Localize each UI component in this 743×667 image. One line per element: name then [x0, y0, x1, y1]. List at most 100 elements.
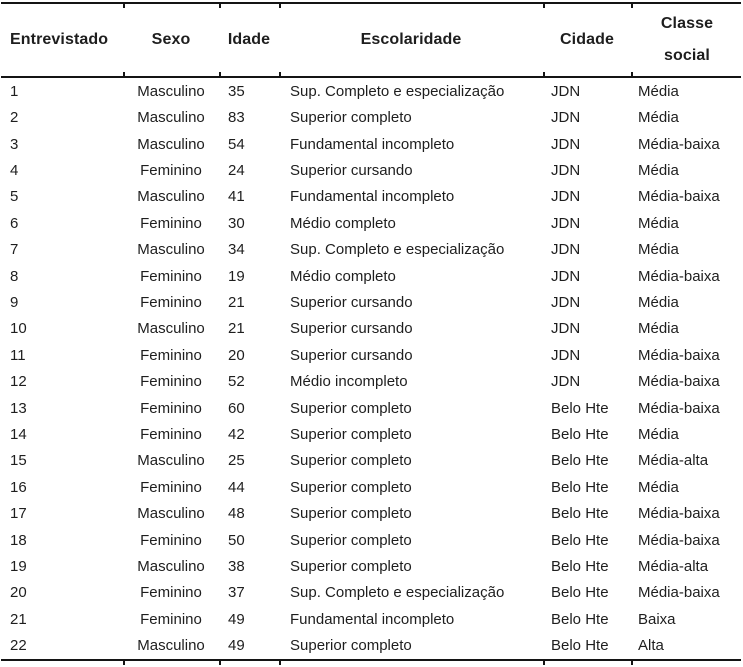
table-row: 8 Feminino 19 Médio completo JDN Média-baixa [0, 263, 743, 289]
cell-idade: 41 [228, 188, 245, 206]
cell-classe_social: Alta [638, 637, 664, 655]
cell-entrevistado: 18 [10, 531, 27, 549]
cell-sexo: Feminino [140, 161, 202, 179]
header-separator-line [1, 76, 741, 78]
cell-entrevistado: 20 [10, 584, 27, 602]
cell-cidade: JDN [551, 320, 581, 338]
cell-entrevistado: 10 [10, 320, 27, 338]
cell-cidade: Belo Hte [551, 637, 609, 655]
table-row: 9 Feminino 21 Superior cursando JDN Média [0, 289, 743, 315]
column-header-entrevistado: Entrevistado [10, 31, 109, 48]
cell-sexo: Masculino [137, 452, 205, 470]
cell-cidade: Belo Hte [551, 505, 609, 523]
table-row: 12 Feminino 52 Médio incompleto JDN Média-bai… [0, 368, 743, 394]
column-header-classe-line1: Classe [660, 15, 714, 32]
cell-escolaridade: Superior completo [290, 478, 412, 496]
cell-cidade: Belo Hte [551, 584, 609, 602]
cell-cidade: JDN [551, 267, 581, 285]
cell-escolaridade: Superior completo [290, 558, 412, 576]
cell-entrevistado: 3 [10, 135, 19, 153]
cell-sexo: Feminino [140, 267, 202, 285]
cell-escolaridade: Superior completo [290, 637, 412, 655]
cell-idade: 52 [228, 373, 245, 391]
cell-sexo: Masculino [137, 558, 205, 576]
cell-classe_social: Média-alta [638, 452, 709, 470]
cell-classe_social: Média-baixa [638, 531, 720, 549]
column-divider-tick [631, 661, 633, 665]
cell-idade: 21 [228, 320, 245, 338]
column-header-sexo: Sexo [151, 31, 191, 48]
cell-idade: 38 [228, 558, 245, 576]
column-divider-tick [219, 72, 221, 76]
cell-classe_social: Média [638, 426, 679, 444]
table-row: 7 Masculino 34 Sup. Completo e especializaç… [0, 236, 743, 262]
cell-cidade: JDN [551, 293, 581, 311]
cell-sexo: Masculino [137, 320, 205, 338]
cell-escolaridade: Superior completo [290, 505, 412, 523]
cell-sexo: Masculino [137, 135, 205, 153]
cell-entrevistado: 8 [10, 267, 19, 285]
cell-cidade: JDN [551, 161, 581, 179]
column-divider-tick [219, 4, 221, 8]
cell-cidade: Belo Hte [551, 610, 609, 628]
column-divider-tick [123, 4, 125, 8]
cell-escolaridade: Superior completo [290, 426, 412, 444]
table-row: 1 Masculino 35 Sup. Completo e especializaç… [0, 78, 743, 104]
cell-idade: 42 [228, 426, 245, 444]
cell-sexo: Masculino [137, 241, 205, 259]
table-row: 3 Masculino 54 Fundamental incompleto JDN Méd… [0, 131, 743, 157]
cell-idade: 83 [228, 109, 245, 127]
cell-classe_social: Média [638, 161, 679, 179]
cell-cidade: JDN [551, 373, 581, 391]
cell-escolaridade: Sup. Completo e especialização [290, 584, 505, 602]
cell-cidade: JDN [551, 188, 581, 206]
table-row: 11 Feminino 20 Superior cursando JDN Média-ba… [0, 342, 743, 368]
cell-escolaridade: Superior completo [290, 399, 412, 417]
cell-cidade: Belo Hte [551, 478, 609, 496]
cell-classe_social: Média-baixa [638, 505, 720, 523]
cell-cidade: JDN [551, 241, 581, 259]
cell-cidade: Belo Hte [551, 399, 609, 417]
table-row: 17 Masculino 48 Superior completo Belo Hte Mé… [0, 501, 743, 527]
column-header-cidade: Cidade [560, 31, 614, 48]
table-body: 1 Masculino 35 Sup. Completo e especializaç… [0, 78, 743, 659]
cell-escolaridade: Fundamental incompleto [290, 188, 455, 206]
cell-entrevistado: 4 [10, 161, 19, 179]
cell-entrevistado: 19 [10, 558, 27, 576]
cell-idade: 49 [228, 637, 245, 655]
column-divider-tick [219, 661, 221, 665]
cell-classe_social: Média-baixa [638, 373, 720, 391]
cell-entrevistado: 9 [10, 293, 19, 311]
table-row: 18 Feminino 50 Superior completo Belo Hte Méd… [0, 527, 743, 553]
table-row: 16 Feminino 44 Superior completo Belo Hte Méd… [0, 474, 743, 500]
cell-cidade: JDN [551, 135, 581, 153]
cell-cidade: JDN [551, 214, 581, 232]
table-row: 2 Masculino 83 Superior completo JDN Média [0, 104, 743, 130]
cell-escolaridade: Fundamental incompleto [290, 135, 455, 153]
table-row: 10 Masculino 21 Superior cursando JDN Média [0, 316, 743, 342]
cell-escolaridade: Superior cursando [290, 346, 413, 364]
cell-entrevistado: 13 [10, 399, 27, 417]
table-row: 13 Feminino 60 Superior completo Belo Hte Méd… [0, 395, 743, 421]
table-bottom-border [1, 659, 741, 661]
cell-sexo: Feminino [140, 610, 202, 628]
cell-sexo: Feminino [140, 531, 202, 549]
column-divider-tick [543, 72, 545, 76]
cell-idade: 19 [228, 267, 245, 285]
cell-entrevistado: 7 [10, 241, 19, 259]
cell-sexo: Feminino [140, 214, 202, 232]
column-header-classe-line2: social [664, 47, 710, 64]
column-divider-tick [631, 4, 633, 8]
cell-entrevistado: 17 [10, 505, 27, 523]
cell-cidade: Belo Hte [551, 452, 609, 470]
cell-escolaridade: Superior cursando [290, 293, 413, 311]
cell-escolaridade: Fundamental incompleto [290, 610, 455, 628]
cell-classe_social: Média [638, 293, 679, 311]
cell-cidade: JDN [551, 346, 581, 364]
cell-escolaridade: Superior completo [290, 452, 412, 470]
cell-idade: 60 [228, 399, 245, 417]
cell-classe_social: Média [638, 241, 679, 259]
cell-sexo: Feminino [140, 293, 202, 311]
cell-cidade: Belo Hte [551, 426, 609, 444]
table-row: 19 Masculino 38 Superior completo Belo Hte Mé… [0, 553, 743, 579]
